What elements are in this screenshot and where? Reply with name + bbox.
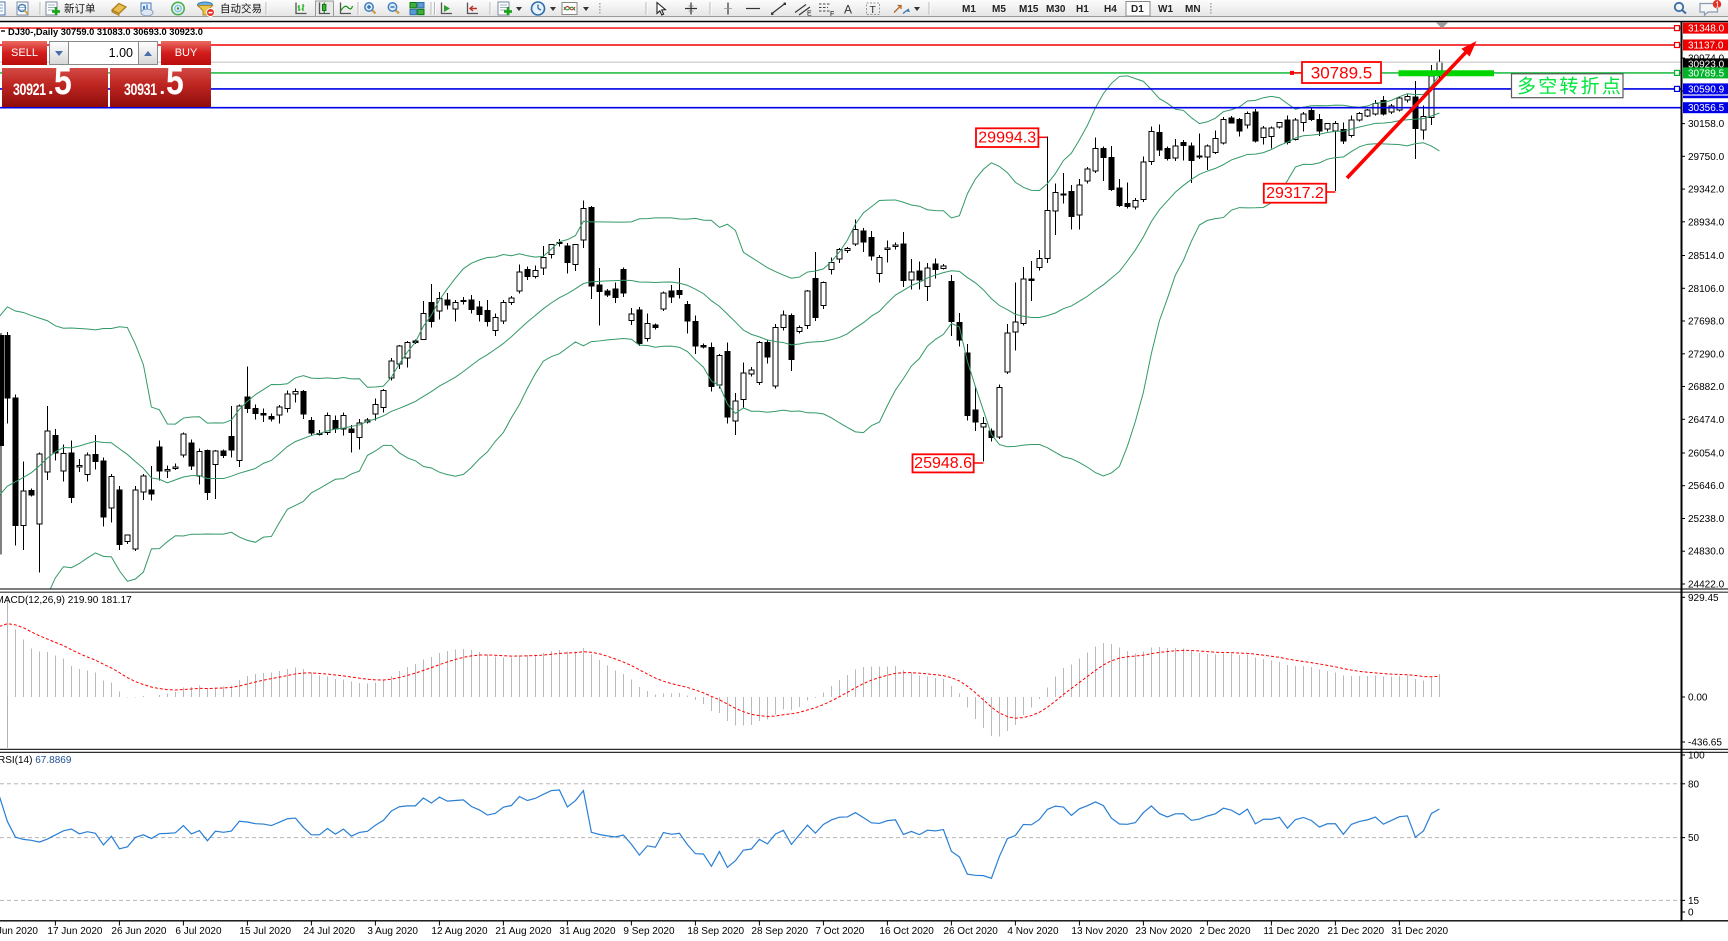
svg-text:自动交易: 自动交易	[220, 2, 262, 15]
svg-text:25948.6: 25948.6	[914, 455, 972, 472]
svg-text:0.00: 0.00	[1688, 693, 1708, 704]
svg-text:D1: D1	[1131, 4, 1144, 15]
svg-text:11 Dec 2020: 11 Dec 2020	[1263, 926, 1319, 937]
svg-text:M5: M5	[992, 4, 1006, 15]
svg-text:新订单: 新订单	[64, 2, 96, 15]
svg-text:100: 100	[1688, 751, 1705, 762]
svg-text:9 Sep 2020: 9 Sep 2020	[623, 926, 675, 937]
svg-text:MN: MN	[1185, 4, 1201, 15]
svg-text:MACD(12,26,9) 219.90 181.17: MACD(12,26,9) 219.90 181.17	[0, 595, 132, 606]
svg-text:7 Oct 2020: 7 Oct 2020	[815, 926, 864, 937]
svg-text:29994.3: 29994.3	[978, 130, 1036, 147]
svg-text:80: 80	[1688, 779, 1700, 790]
svg-text:29342.0: 29342.0	[1688, 185, 1725, 196]
svg-text:W1: W1	[1158, 4, 1173, 15]
svg-text:15: 15	[1688, 896, 1700, 907]
svg-text:26054.0: 26054.0	[1688, 449, 1725, 460]
svg-text:26 Oct 2020: 26 Oct 2020	[943, 926, 998, 937]
svg-text:29750.0: 29750.0	[1688, 152, 1725, 163]
svg-text:27698.0: 27698.0	[1688, 317, 1725, 328]
svg-text:E: E	[807, 11, 812, 18]
svg-text:H4: H4	[1104, 4, 1117, 15]
svg-text:T: T	[870, 4, 877, 16]
svg-text:16 Oct 2020: 16 Oct 2020	[879, 926, 934, 937]
svg-text:24830.0: 24830.0	[1688, 547, 1725, 558]
svg-text:25238.0: 25238.0	[1688, 514, 1725, 525]
svg-text:26882.0: 26882.0	[1688, 382, 1725, 393]
svg-text:6 Jul 2020: 6 Jul 2020	[175, 926, 222, 937]
svg-text:17 Jun 2020: 17 Jun 2020	[47, 926, 102, 937]
svg-text:M1: M1	[962, 4, 976, 15]
svg-text:28106.0: 28106.0	[1688, 284, 1725, 295]
svg-text:26 Jun 2020: 26 Jun 2020	[111, 926, 166, 937]
svg-text:DJ30-,Daily 30759.0 31083.0 3: DJ30-,Daily 30759.0 31083.0 30693.0 3092…	[8, 27, 203, 37]
svg-text:F: F	[830, 11, 834, 18]
svg-text:多空转折点: 多空转折点	[1517, 76, 1623, 98]
svg-text:29317.2: 29317.2	[1266, 185, 1324, 202]
svg-text:929.45: 929.45	[1688, 593, 1719, 604]
svg-text:21 Dec 2020: 21 Dec 2020	[1327, 926, 1384, 937]
svg-text:30158.0: 30158.0	[1688, 119, 1725, 130]
svg-text:1: 1	[1715, 0, 1720, 9]
svg-text:H1: H1	[1076, 4, 1089, 15]
svg-text:31348.0: 31348.0	[1688, 24, 1725, 35]
svg-text:4 Nov 2020: 4 Nov 2020	[1007, 926, 1059, 937]
svg-text:28 Sep 2020: 28 Sep 2020	[751, 926, 808, 937]
svg-text:-436.65: -436.65	[1688, 738, 1722, 749]
svg-text:27290.0: 27290.0	[1688, 349, 1725, 360]
svg-text:50: 50	[1688, 833, 1700, 844]
svg-text:23 Nov 2020: 23 Nov 2020	[1135, 926, 1192, 937]
svg-text:30356.5: 30356.5	[1688, 103, 1725, 114]
svg-text:30789.5: 30789.5	[1311, 64, 1372, 83]
svg-text:31137.0: 31137.0	[1688, 41, 1724, 52]
svg-text:A: A	[844, 3, 852, 17]
svg-text:0: 0	[1688, 908, 1694, 919]
svg-text:M30: M30	[1046, 4, 1066, 15]
svg-text:24 Jul 2020: 24 Jul 2020	[303, 926, 355, 937]
svg-text:15 Jul 2020: 15 Jul 2020	[239, 926, 291, 937]
svg-text:30789.5: 30789.5	[1688, 68, 1725, 79]
svg-text:13 Nov 2020: 13 Nov 2020	[1071, 926, 1128, 937]
svg-text:18 Sep 2020: 18 Sep 2020	[687, 926, 744, 937]
svg-text:12 Aug 2020: 12 Aug 2020	[431, 926, 488, 937]
svg-text:28514.0: 28514.0	[1688, 251, 1725, 262]
svg-text:25646.0: 25646.0	[1688, 481, 1725, 492]
svg-text:8 Jun 2020: 8 Jun 2020	[0, 926, 38, 937]
svg-text:2 Dec 2020: 2 Dec 2020	[1199, 926, 1251, 937]
svg-text:26474.0: 26474.0	[1688, 415, 1725, 426]
svg-text:RSI(14) 67.8869: RSI(14) 67.8869	[0, 755, 72, 766]
svg-text:21 Aug 2020: 21 Aug 2020	[495, 926, 552, 937]
svg-text:30590.9: 30590.9	[1688, 84, 1725, 95]
svg-text:30923.0: 30923.0	[1688, 60, 1725, 71]
svg-text:28934.0: 28934.0	[1688, 217, 1725, 228]
svg-text:M15: M15	[1019, 4, 1039, 15]
svg-text:24422.0: 24422.0	[1688, 580, 1725, 591]
svg-text:31 Dec 2020: 31 Dec 2020	[1391, 926, 1448, 937]
svg-text:3 Aug 2020: 3 Aug 2020	[367, 926, 418, 937]
svg-text:31 Aug 2020: 31 Aug 2020	[559, 926, 616, 937]
